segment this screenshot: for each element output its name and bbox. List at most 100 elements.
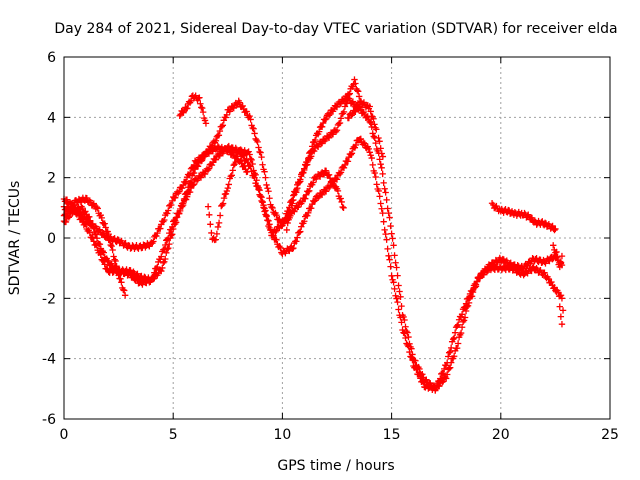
- data-point: [117, 275, 124, 283]
- data-point: [252, 171, 259, 179]
- data-point: [133, 275, 140, 282]
- data-point: [371, 121, 378, 128]
- data-point: [533, 255, 540, 262]
- data-point: [329, 178, 337, 185]
- data-point: [368, 154, 375, 162]
- data-point: [520, 271, 527, 279]
- data-point: [220, 194, 228, 202]
- data-point: [208, 229, 215, 237]
- data-point: [239, 102, 246, 110]
- data-point: [121, 287, 128, 294]
- data-point: [348, 112, 355, 119]
- data-point: [164, 210, 171, 217]
- data-point: [530, 263, 537, 271]
- data-point: [325, 134, 333, 141]
- axis-ticks: 0 5 10 15 20 25 -6 -4 -2 0 2 4 6: [42, 50, 619, 443]
- data-point: [370, 133, 377, 140]
- data-point: [107, 241, 114, 249]
- data-point: [445, 349, 453, 356]
- data-point: [283, 226, 290, 234]
- data-point: [212, 236, 219, 243]
- data-point: [257, 193, 264, 200]
- data-point: [165, 245, 172, 252]
- data-point: [371, 169, 378, 177]
- data-point: [284, 219, 291, 227]
- data-point: [90, 238, 97, 245]
- data-point: [395, 282, 402, 289]
- data-point: [100, 257, 107, 264]
- data-point: [222, 190, 230, 198]
- data-point: [253, 177, 260, 184]
- data-point: [459, 318, 467, 326]
- data-point: [388, 230, 395, 237]
- data-point: [97, 251, 104, 258]
- data-point: [74, 206, 82, 213]
- data-point: [187, 177, 195, 185]
- data-point: [86, 229, 94, 236]
- data-point: [161, 216, 168, 224]
- data-point: [373, 126, 380, 133]
- data-point: [258, 153, 265, 161]
- data-point: [199, 108, 207, 116]
- data-point: [401, 316, 408, 324]
- data-point: [309, 179, 317, 186]
- data-point: [206, 211, 213, 219]
- series-track-7: [283, 76, 365, 234]
- data-point: [189, 164, 197, 172]
- data-point: [199, 104, 206, 112]
- data-point: [447, 359, 455, 366]
- data-point: [160, 259, 167, 267]
- data-point: [193, 177, 201, 184]
- data-point: [298, 223, 305, 230]
- data-point: [264, 185, 271, 192]
- data-point: [545, 275, 552, 283]
- data-point: [308, 143, 316, 150]
- data-point: [194, 163, 202, 170]
- data-point: [391, 252, 398, 259]
- data-point: [384, 205, 391, 212]
- data-point: [176, 112, 183, 119]
- data-point: [377, 145, 384, 152]
- data-point: [138, 272, 145, 280]
- data-point: [322, 188, 330, 195]
- data-point: [286, 214, 293, 222]
- data-point: [171, 217, 179, 224]
- data-point: [166, 229, 173, 237]
- data-point: [198, 104, 205, 111]
- data-point: [261, 168, 268, 175]
- data-point: [454, 340, 462, 347]
- data-point: [386, 214, 393, 221]
- data-point: [382, 189, 389, 196]
- data-point: [182, 196, 190, 203]
- data-point: [333, 127, 341, 134]
- data-point: [186, 170, 194, 177]
- data-point: [449, 335, 457, 343]
- data-point: [111, 235, 118, 242]
- data-point: [92, 241, 99, 248]
- data-point: [111, 256, 118, 263]
- data-point: [458, 324, 466, 331]
- data-point: [126, 269, 133, 276]
- data-point: [184, 105, 191, 112]
- data-point: [260, 202, 267, 209]
- data-point: [377, 200, 384, 207]
- data-point: [472, 283, 480, 290]
- data-point: [423, 376, 430, 383]
- data-point: [389, 235, 396, 242]
- data-point: [390, 279, 397, 286]
- data-point: [172, 214, 180, 221]
- data-point: [301, 166, 308, 174]
- data-point: [367, 152, 374, 159]
- data-point: [193, 159, 201, 166]
- data-point: [475, 275, 483, 282]
- data-point: [223, 187, 231, 195]
- data-point: [259, 198, 266, 205]
- grid-lines: [64, 57, 610, 419]
- data-point: [349, 98, 357, 105]
- data-point: [372, 139, 379, 147]
- data-point: [375, 187, 382, 195]
- data-point: [215, 219, 223, 227]
- data-point: [367, 119, 374, 127]
- data-point: [255, 144, 262, 151]
- data-point: [553, 248, 560, 256]
